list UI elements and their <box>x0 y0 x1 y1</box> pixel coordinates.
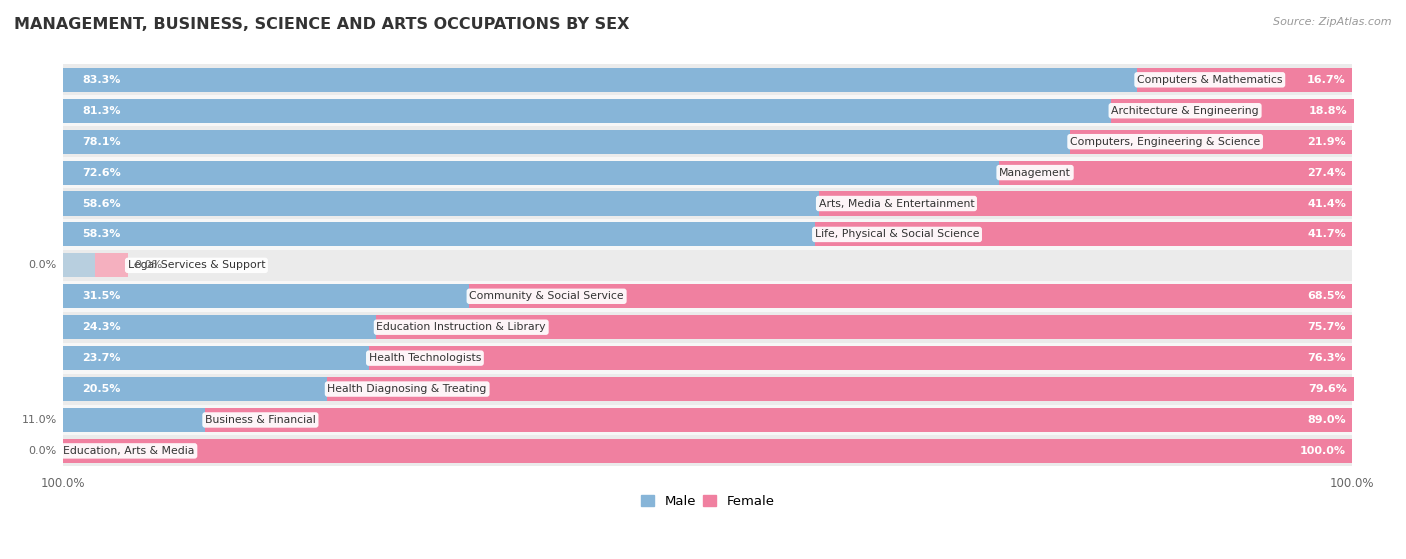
Text: 79.6%: 79.6% <box>1309 384 1347 394</box>
Bar <box>63 64 1353 95</box>
Bar <box>63 157 1353 188</box>
Bar <box>63 68 1137 92</box>
Bar <box>63 346 368 370</box>
Text: 0.0%: 0.0% <box>28 446 56 456</box>
Text: 72.6%: 72.6% <box>83 168 121 178</box>
Bar <box>63 284 470 309</box>
Text: Health Technologists: Health Technologists <box>368 353 481 363</box>
Text: 41.4%: 41.4% <box>1308 198 1346 209</box>
Bar <box>63 222 814 247</box>
Bar <box>63 439 1353 463</box>
Bar <box>63 373 1353 405</box>
Text: Education Instruction & Library: Education Instruction & Library <box>377 322 546 332</box>
Text: Legal Services & Support: Legal Services & Support <box>128 260 266 271</box>
Bar <box>63 439 96 463</box>
Bar <box>1137 68 1353 92</box>
Text: 21.9%: 21.9% <box>1308 136 1346 146</box>
Legend: Male, Female: Male, Female <box>636 490 780 514</box>
Bar <box>63 405 1353 435</box>
Bar <box>63 130 1070 154</box>
Bar <box>63 191 818 216</box>
Text: Life, Physical & Social Science: Life, Physical & Social Science <box>814 229 979 239</box>
Text: 58.3%: 58.3% <box>83 229 121 239</box>
Text: Computers, Engineering & Science: Computers, Engineering & Science <box>1070 136 1260 146</box>
Text: 31.5%: 31.5% <box>83 291 121 301</box>
Bar <box>63 99 1111 123</box>
Text: 76.3%: 76.3% <box>1308 353 1346 363</box>
Bar <box>63 408 205 432</box>
Text: 20.5%: 20.5% <box>83 384 121 394</box>
Text: Source: ZipAtlas.com: Source: ZipAtlas.com <box>1274 17 1392 27</box>
Text: 81.3%: 81.3% <box>83 106 121 116</box>
Text: Community & Social Service: Community & Social Service <box>470 291 624 301</box>
Bar <box>1111 99 1354 123</box>
Bar <box>63 250 1353 281</box>
Bar <box>470 284 1353 309</box>
Text: Computers & Mathematics: Computers & Mathematics <box>1137 75 1282 85</box>
Text: 24.3%: 24.3% <box>83 322 121 332</box>
Text: 16.7%: 16.7% <box>1308 75 1346 85</box>
Bar <box>63 281 1353 312</box>
Bar <box>1000 160 1353 184</box>
Bar <box>63 343 1353 373</box>
Bar <box>63 312 1353 343</box>
Bar <box>63 253 96 277</box>
Text: 89.0%: 89.0% <box>1308 415 1346 425</box>
Text: Health Diagnosing & Treating: Health Diagnosing & Treating <box>328 384 486 394</box>
Text: 78.1%: 78.1% <box>83 136 121 146</box>
Bar <box>63 188 1353 219</box>
Bar <box>818 191 1353 216</box>
Bar <box>63 377 328 401</box>
Bar <box>377 315 1353 339</box>
Bar <box>328 377 1354 401</box>
Text: 58.6%: 58.6% <box>83 198 121 209</box>
Text: Arts, Media & Entertainment: Arts, Media & Entertainment <box>818 198 974 209</box>
Text: 0.0%: 0.0% <box>134 260 162 271</box>
Text: Architecture & Engineering: Architecture & Engineering <box>1111 106 1258 116</box>
Text: MANAGEMENT, BUSINESS, SCIENCE AND ARTS OCCUPATIONS BY SEX: MANAGEMENT, BUSINESS, SCIENCE AND ARTS O… <box>14 17 630 32</box>
Bar <box>63 315 377 339</box>
Text: 68.5%: 68.5% <box>1308 291 1346 301</box>
Bar <box>63 95 1353 126</box>
Bar <box>63 126 1353 157</box>
Text: Education, Arts & Media: Education, Arts & Media <box>63 446 194 456</box>
Text: 83.3%: 83.3% <box>83 75 121 85</box>
Bar <box>368 346 1353 370</box>
Text: 75.7%: 75.7% <box>1308 322 1346 332</box>
Text: 100.0%: 100.0% <box>1301 446 1346 456</box>
Text: 18.8%: 18.8% <box>1309 106 1347 116</box>
Text: 0.0%: 0.0% <box>28 260 56 271</box>
Bar <box>63 435 1353 466</box>
Text: 23.7%: 23.7% <box>83 353 121 363</box>
Bar <box>205 408 1353 432</box>
Bar <box>63 219 1353 250</box>
Bar <box>814 222 1353 247</box>
Bar <box>96 253 128 277</box>
Bar <box>1070 130 1353 154</box>
Bar <box>63 160 1000 184</box>
Text: 27.4%: 27.4% <box>1308 168 1346 178</box>
Text: Business & Financial: Business & Financial <box>205 415 316 425</box>
Text: 41.7%: 41.7% <box>1308 229 1346 239</box>
Text: Management: Management <box>1000 168 1071 178</box>
Text: 11.0%: 11.0% <box>21 415 56 425</box>
